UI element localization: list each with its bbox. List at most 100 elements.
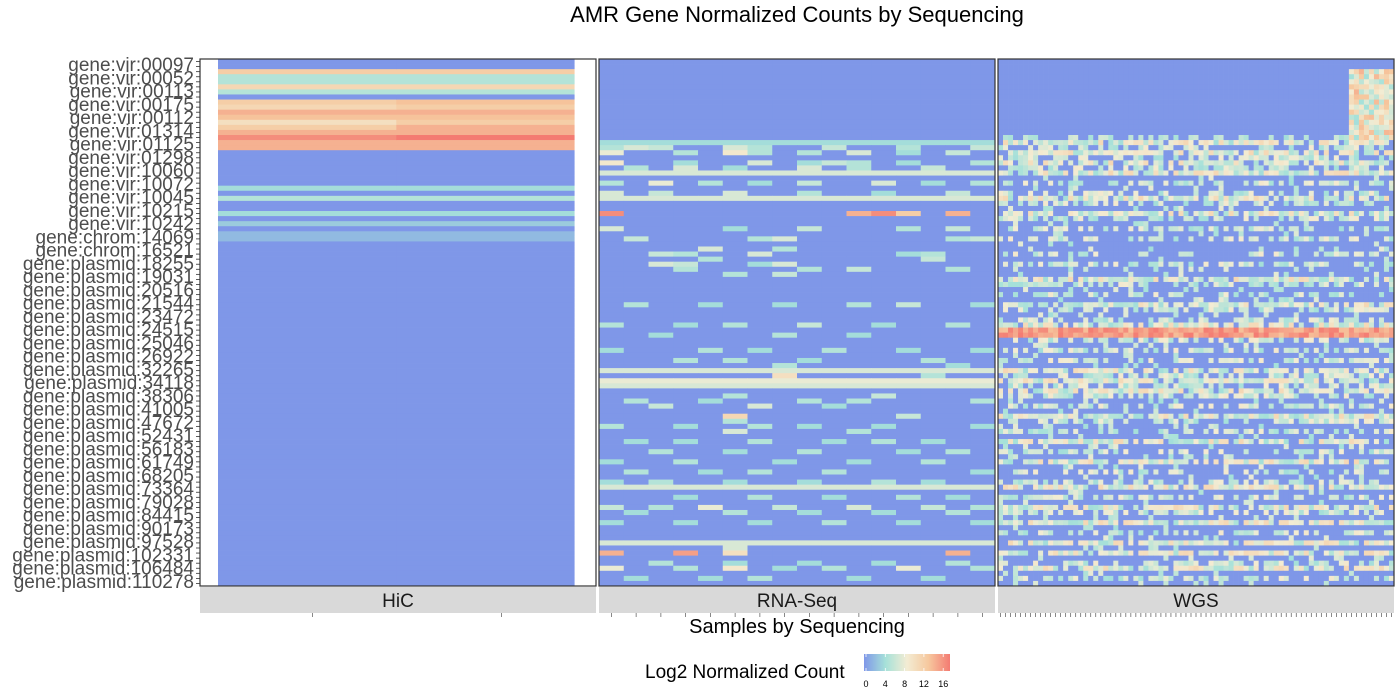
heatmap-cell	[1354, 186, 1359, 191]
heatmap-cell	[896, 404, 921, 409]
heatmap-cell	[1219, 84, 1224, 89]
heatmap-cell	[1264, 145, 1269, 150]
heatmap-cell	[673, 292, 698, 297]
heatmap-cell	[1103, 74, 1108, 79]
heatmap-cell	[624, 454, 649, 459]
heatmap-cell	[624, 297, 649, 302]
heatmap-cell	[1299, 130, 1304, 135]
heatmap-cell	[970, 115, 995, 120]
heatmap-cell	[1359, 150, 1364, 155]
heatmap-cell	[822, 444, 847, 449]
heatmap-cell	[1289, 176, 1294, 181]
heatmap-cell	[1098, 226, 1103, 231]
heatmap-cell	[1309, 170, 1314, 175]
heatmap-cell	[1128, 231, 1133, 236]
heatmap-cell	[1344, 176, 1349, 181]
heatmap-cell	[673, 246, 698, 251]
heatmap-cell	[1188, 216, 1193, 221]
heatmap-cell	[896, 454, 921, 459]
heatmap-cell	[1344, 59, 1349, 64]
heatmap-cell	[1088, 160, 1093, 165]
heatmap-cell	[921, 312, 946, 317]
heatmap-cell	[649, 464, 674, 469]
heatmap-cell	[396, 100, 575, 105]
heatmap-cell	[1219, 110, 1224, 115]
heatmap-cell	[1158, 236, 1163, 241]
heatmap-cell	[1224, 170, 1229, 175]
heatmap-cell	[1219, 236, 1224, 241]
heatmap-cell	[1013, 181, 1018, 186]
heatmap-cell	[1249, 201, 1254, 206]
heatmap-cell	[946, 358, 971, 363]
heatmap-cell	[1369, 231, 1374, 236]
heatmap-cell	[896, 221, 921, 226]
heatmap-cell	[1113, 160, 1118, 165]
heatmap-cell	[1374, 64, 1379, 69]
heatmap-cell	[1384, 145, 1389, 150]
heatmap-cell	[970, 368, 995, 373]
heatmap-cell	[896, 338, 921, 343]
heatmap-cell	[1284, 69, 1289, 74]
heatmap-cell	[1033, 191, 1038, 196]
heatmap-cell	[1073, 89, 1078, 94]
heatmap-cell	[1264, 226, 1269, 231]
heatmap-cell	[871, 236, 896, 241]
heatmap-cell	[871, 155, 896, 160]
heatmap-cell	[822, 186, 847, 191]
heatmap-cell	[1374, 181, 1379, 186]
heatmap-cell	[1043, 140, 1048, 145]
heatmap-cell	[218, 510, 397, 515]
heatmap-cell	[1314, 226, 1319, 231]
heatmap-cell	[847, 105, 872, 110]
heatmap-cell	[599, 115, 624, 120]
heatmap-cell	[575, 551, 597, 556]
heatmap-cell	[896, 383, 921, 388]
heatmap-cell	[1234, 79, 1239, 84]
heatmap-cell	[1053, 135, 1058, 140]
heatmap-cell	[1244, 170, 1249, 175]
heatmap-cell	[1048, 186, 1053, 191]
heatmap-cell	[1053, 130, 1058, 135]
heatmap-cell	[797, 388, 822, 393]
heatmap-cell	[772, 449, 797, 454]
heatmap-cell	[1168, 79, 1173, 84]
heatmap-cell	[1209, 79, 1214, 84]
heatmap-cell	[1073, 181, 1078, 186]
heatmap-cell	[649, 551, 674, 556]
heatmap-cell	[847, 155, 872, 160]
heatmap-cell	[649, 338, 674, 343]
heatmap-cell	[1063, 216, 1068, 221]
heatmap-cell	[1234, 226, 1239, 231]
heatmap-cell	[1339, 181, 1344, 186]
heatmap-cell	[998, 155, 1003, 160]
heatmap-cell	[723, 424, 748, 429]
heatmap-cell	[1123, 216, 1128, 221]
heatmap-cell	[1204, 236, 1209, 241]
heatmap-cell	[1254, 206, 1259, 211]
heatmap-cell	[1123, 115, 1128, 120]
heatmap-cell	[970, 323, 995, 328]
heatmap-cell	[1229, 145, 1234, 150]
heatmap-cell	[1294, 165, 1299, 170]
heatmap-cell	[822, 170, 847, 175]
heatmap-cell	[649, 155, 674, 160]
heatmap-cell	[1234, 105, 1239, 110]
heatmap-cell	[1214, 155, 1219, 160]
heatmap-cell	[1379, 100, 1384, 105]
heatmap-cell	[673, 353, 698, 358]
panel-wgs	[998, 59, 1394, 586]
heatmap-cell	[1229, 196, 1234, 201]
heatmap-cell	[1018, 186, 1023, 191]
heatmap-cell	[1379, 216, 1384, 221]
heatmap-cell	[1183, 74, 1188, 79]
heatmap-cell	[1118, 221, 1123, 226]
heatmap-cell	[1138, 84, 1143, 89]
heatmap-cell	[822, 59, 847, 64]
heatmap-cell	[1229, 125, 1234, 130]
heatmap-cell	[772, 444, 797, 449]
heatmap-cell	[1073, 69, 1078, 74]
heatmap-cell	[1244, 74, 1249, 79]
heatmap-cell	[772, 140, 797, 145]
heatmap-cell	[698, 409, 723, 414]
heatmap-cell	[1168, 145, 1173, 150]
